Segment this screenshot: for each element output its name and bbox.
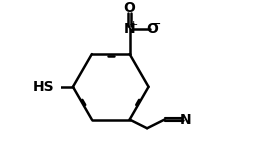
Text: O: O bbox=[146, 22, 158, 36]
Text: O: O bbox=[124, 1, 136, 15]
Text: N: N bbox=[124, 22, 135, 36]
Text: N: N bbox=[180, 112, 192, 127]
Text: +: + bbox=[129, 20, 138, 30]
Text: −: − bbox=[151, 18, 162, 31]
Text: HS: HS bbox=[33, 80, 54, 94]
